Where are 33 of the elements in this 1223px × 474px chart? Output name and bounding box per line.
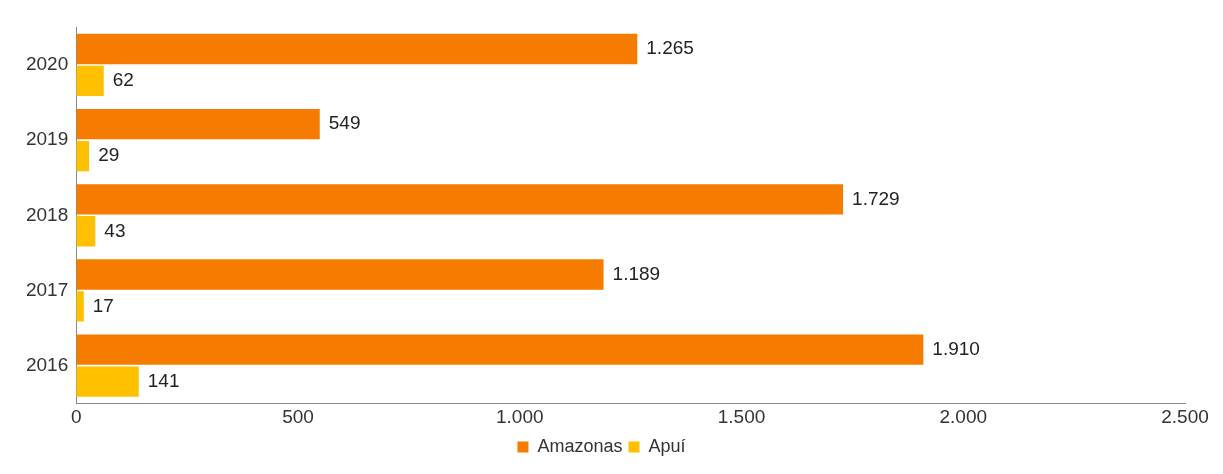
x-tick-label: 1.500	[717, 405, 766, 427]
x-tick-label: 1.000	[495, 405, 544, 427]
legend-label: Amazonas	[537, 435, 623, 456]
bar	[76, 366, 139, 397]
data-label: 549	[328, 112, 361, 134]
bar	[76, 291, 84, 322]
x-tick-label: 2.000	[939, 405, 988, 427]
bar	[76, 259, 604, 290]
bar	[76, 65, 104, 97]
data-label: 1.189	[612, 262, 661, 284]
x-tick-label: 2.500	[1161, 405, 1209, 427]
data-label: 1.265	[646, 37, 694, 59]
bar	[76, 140, 90, 172]
y-tick-label: 2018	[25, 203, 69, 225]
bar	[76, 216, 96, 247]
data-label: 29	[98, 144, 120, 166]
legend-label: Apuí	[648, 435, 686, 456]
y-tick-label: 2020	[25, 53, 69, 75]
data-label: 141	[147, 369, 180, 391]
data-label: 1.729	[852, 187, 900, 209]
bar	[76, 184, 844, 215]
x-tick-label: 500	[282, 405, 314, 427]
bar	[76, 109, 320, 140]
data-label: 62	[112, 69, 134, 91]
bar	[76, 33, 638, 65]
bar	[76, 334, 924, 365]
data-label: 43	[104, 219, 126, 241]
data-label: 17	[92, 294, 114, 316]
x-tick-label: 0	[70, 405, 82, 427]
data-label: 1.910	[932, 337, 980, 359]
y-tick-label: 2016	[25, 353, 69, 375]
y-tick-label: 2019	[25, 128, 69, 150]
y-tick-label: 2017	[25, 278, 69, 300]
